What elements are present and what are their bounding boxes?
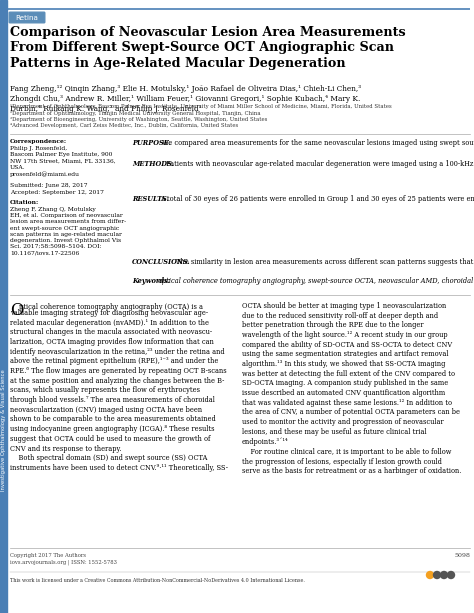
Text: Correspondence:: Correspondence: [10, 139, 67, 144]
Text: ptical coherence tomography angiography (OCTA) is a: ptical coherence tomography angiography … [19, 303, 203, 311]
Circle shape [427, 571, 434, 579]
Text: Zheng F, Zhang Q, Motulsky
EH, et al. Comparison of neovascular
lesion area meas: Zheng F, Zhang Q, Motulsky EH, et al. Co… [10, 207, 126, 256]
Text: Comparison of Neovascular Lesion Area Measurements
From Different Swept-Source O: Comparison of Neovascular Lesion Area Me… [10, 26, 406, 70]
Text: Fang Zheng,¹² Qinqin Zhang,³ Elie H. Motulsky,¹ João Rafael de Oliveira Dias,¹ C: Fang Zheng,¹² Qinqin Zhang,³ Elie H. Mot… [10, 85, 361, 113]
Text: Keywords:: Keywords: [132, 277, 170, 285]
Text: optical coherence tomography angiography, swept-source OCTA, neovascular AMD, ch: optical coherence tomography angiography… [158, 277, 474, 285]
Text: PURPOSE.: PURPOSE. [132, 139, 171, 147]
Text: O: O [10, 302, 24, 319]
Text: Investigative Ophthalmology & Visual Science: Investigative Ophthalmology & Visual Sci… [1, 369, 6, 491]
Circle shape [447, 571, 455, 579]
Text: Retina: Retina [16, 15, 38, 20]
Text: CONCLUSIONS.: CONCLUSIONS. [132, 258, 191, 266]
Text: valuable imaging strategy for diagnosing neovascular age-
related macular degene: valuable imaging strategy for diagnosing… [10, 309, 228, 472]
Circle shape [434, 571, 440, 579]
Text: Citation:: Citation: [10, 200, 39, 205]
Text: Philip J. Rosenfeld,
Bascom Palmer Eye Institute, 900
NW 17th Street, Miami, FL : Philip J. Rosenfeld, Bascom Palmer Eye I… [10, 146, 116, 177]
Text: ⁴Advanced Development, Carl Zeiss Meditec, Inc., Dublin, California, United Stat: ⁴Advanced Development, Carl Zeiss Medite… [10, 123, 238, 129]
Text: ¹Department of Ophthalmology, Bascom Palmer Eye Institute, University of Miami M: ¹Department of Ophthalmology, Bascom Pal… [10, 104, 392, 109]
Text: A total of 30 eyes of 26 patients were enrolled in Group 1 and 30 eyes of 25 pat: A total of 30 eyes of 26 patients were e… [160, 195, 474, 203]
FancyBboxPatch shape [9, 12, 45, 23]
Text: This work is licensed under a Creative Commons Attribution-NonCommercial-NoDeriv: This work is licensed under a Creative C… [10, 578, 305, 583]
Text: METHODS.: METHODS. [132, 160, 174, 168]
Text: Patients with neovascular age-related macular degeneration were imaged using a 1: Patients with neovascular age-related ma… [166, 160, 474, 168]
Text: We compared area measurements for the same neovascular lesions imaged using swep: We compared area measurements for the sa… [162, 139, 474, 147]
Text: The similarity in lesion area measurements across different scan patterns sugges: The similarity in lesion area measuremen… [176, 258, 474, 266]
Text: Submitted: June 28, 2017: Submitted: June 28, 2017 [10, 183, 88, 188]
Text: 5098: 5098 [454, 553, 470, 558]
Circle shape [440, 571, 447, 579]
Text: ²Department of Ophthalmology, Tianjin Medical University General Hospital, Tianj: ²Department of Ophthalmology, Tianjin Me… [10, 110, 261, 115]
Text: RESULTS.: RESULTS. [132, 195, 169, 203]
Bar [0, 0, 7, 613]
Text: ³Department of Bioengineering, University of Washington, Seattle, Washington, Un: ³Department of Bioengineering, Universit… [10, 117, 267, 122]
Text: OCTA should be better at imaging type 1 neovascularization
due to the reduced se: OCTA should be better at imaging type 1 … [242, 302, 461, 475]
Text: Copyright 2017 The Authors
iovs.arvojournals.org | ISSN: 1552-5783: Copyright 2017 The Authors iovs.arvojour… [10, 553, 117, 565]
Text: Accepted: September 12, 2017: Accepted: September 12, 2017 [10, 190, 104, 195]
